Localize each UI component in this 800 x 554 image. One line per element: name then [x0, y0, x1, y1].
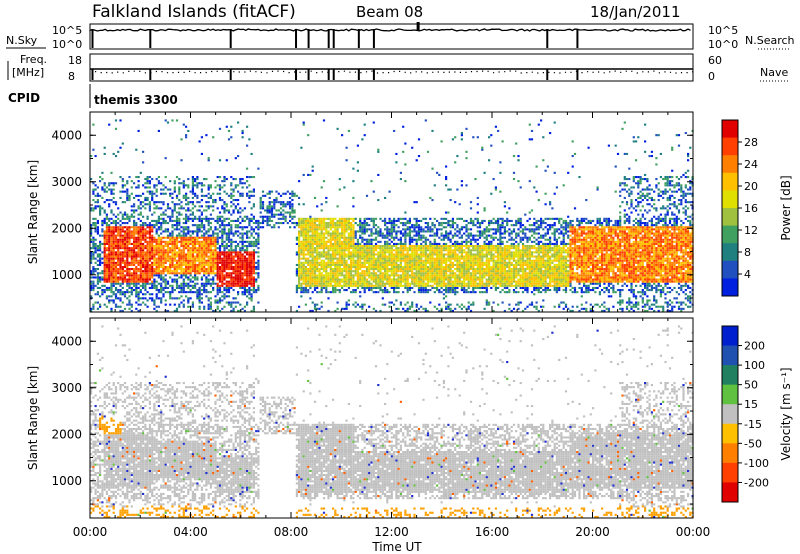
noise-left-tick-bottom: 10^0 [52, 38, 82, 51]
xtick-label-3: 12:00 [374, 525, 409, 539]
power-colorbar-seg-8 [722, 260, 738, 279]
plot-title: Falkland Islands (fitACF) [92, 2, 296, 22]
velocity-colorbar-seg-4 [722, 404, 738, 425]
velocity-colorbar-tick-1: 100 [744, 359, 765, 372]
cpid-value: themis 3300 [94, 93, 178, 107]
xtick-label-2: 08:00 [274, 525, 309, 539]
power-colorbar-label: Power [dB] [779, 175, 793, 240]
velocity-colorbar-seg-1 [722, 345, 738, 366]
velocity-data-cells [90, 325, 694, 518]
velocity-colorbar-seg-8 [722, 482, 738, 503]
freq-right-tick-bottom: 0 [708, 70, 715, 83]
nave-trace [95, 70, 694, 74]
noise-search-label: N.Search [745, 34, 795, 47]
cpid-label: CPID [8, 91, 40, 105]
velocity-colorbar-tick-7: -200 [744, 476, 769, 489]
power-colorbar-seg-7 [722, 243, 738, 262]
power-colorbar-tick-6: 4 [744, 268, 751, 281]
velocity-colorbar-seg-2 [722, 365, 738, 386]
freq-left-tick-top: 18 [68, 54, 82, 67]
power-colorbar-seg-6 [722, 225, 738, 244]
velocity-colorbar-tick-4: -15 [744, 418, 762, 431]
xtick-label-6: 00:00 [676, 525, 711, 539]
power-colorbar: 28 24 20 16 12 8 4 Power [dB] [721, 119, 793, 297]
velocity-colorbar-tick-3: 15 [744, 398, 758, 411]
velocity-colorbar-seg-5 [722, 423, 738, 444]
velocity-ylabel: Slant Range [km] [26, 366, 40, 470]
nave-label: Nave [760, 66, 788, 79]
power-data-cells [90, 119, 694, 312]
velocity-colorbar-seg-7 [722, 462, 738, 483]
velocity-colorbar-tick-5: -50 [744, 437, 762, 450]
velocity-colorbar-seg-0 [722, 326, 738, 347]
xtick-label-0: 00:00 [73, 525, 108, 539]
velocity-colorbar-tick-0: 200 [744, 340, 765, 353]
power-colorbar-seg-5 [722, 208, 738, 227]
xtick-label-4: 16:00 [475, 525, 510, 539]
noise-sky-label: N.Sky [6, 34, 38, 47]
velocity-ytick-label-3: 4000 [51, 334, 82, 348]
xtick-label-1: 04:00 [173, 525, 208, 539]
noise-panel-frame [89, 23, 694, 50]
noise-right-tick-top: 10^5 [708, 24, 738, 37]
velocity-colorbar-tick-2: 50 [744, 379, 758, 392]
xaxis-label: Time UT [371, 540, 422, 554]
power-colorbar-seg-9 [722, 278, 738, 297]
power-colorbar-seg-2 [722, 155, 738, 174]
beam-label: Beam 08 [356, 3, 423, 21]
freq-left-tick-bottom: 8 [68, 70, 75, 83]
power-colorbar-seg-0 [722, 120, 738, 139]
velocity-ytick-label-1: 2000 [51, 427, 82, 441]
velocity-colorbar: 200 100 50 15 -15 -50 -100 -200 Velocity [m s⁻¹] [721, 325, 793, 503]
freq-panel-frame [89, 53, 694, 82]
noise-left-tick-top: 10^5 [52, 24, 82, 37]
velocity-colorbar-seg-6 [722, 443, 738, 464]
power-ytick-label-2: 3000 [51, 175, 82, 189]
velocity-ytick-label-2: 3000 [51, 381, 82, 395]
power-colorbar-tick-2: 20 [744, 180, 758, 193]
power-colorbar-tick-1: 24 [744, 158, 758, 171]
date-label: 18/Jan/2011 [590, 3, 681, 21]
power-panel: 1000 2000 3000 4000 Slant Range [km] 28 24 20 16… [26, 111, 793, 313]
velocity-colorbar-frame [721, 325, 739, 503]
power-colorbar-tick-0: 28 [744, 136, 758, 149]
power-ytick-label-1: 2000 [51, 221, 82, 235]
velocity-colorbar-label: Velocity [m s⁻¹] [779, 367, 793, 460]
velocity-panel: 1000 2000 3000 4000 Slant Range [km] 200 100 50… [26, 317, 793, 519]
xtick-label-5: 20:00 [575, 525, 610, 539]
freq-right-tick-top: 60 [708, 54, 722, 67]
power-colorbar-seg-3 [722, 172, 738, 191]
noise-spike [416, 22, 420, 30]
power-colorbar-tick-3: 16 [744, 202, 758, 215]
power-colorbar-seg-4 [722, 190, 738, 209]
velocity-ytick-label-0: 1000 [51, 474, 82, 488]
noise-sky-trace [89, 28, 691, 32]
velocity-colorbar-seg-3 [722, 384, 738, 405]
velocity-colorbar-tick-6: -100 [744, 457, 769, 470]
freq-label-line2: [MHz] [12, 66, 44, 79]
noise-right-tick-bottom: 10^0 [708, 38, 738, 51]
power-ytick-label-3: 4000 [51, 128, 82, 142]
power-ylabel: Slant Range [km] [26, 160, 40, 264]
power-colorbar-seg-1 [722, 137, 738, 156]
power-ytick-label-0: 1000 [51, 268, 82, 282]
freq-label-line1: Freq. [20, 53, 47, 66]
power-colorbar-tick-4: 12 [744, 224, 758, 237]
power-colorbar-tick-5: 8 [744, 246, 751, 259]
